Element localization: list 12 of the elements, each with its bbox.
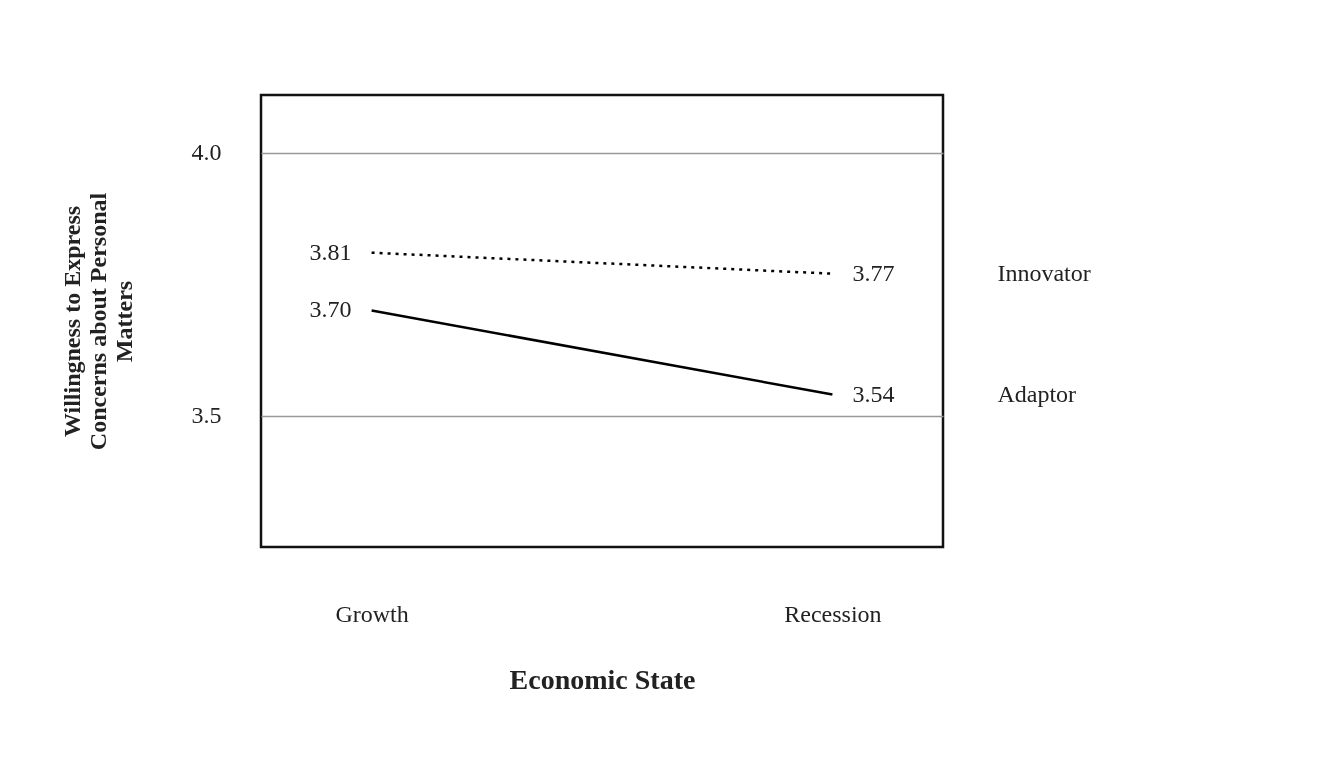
text: Innovator [997, 259, 1091, 286]
y-tick-label: 3.5 [191, 402, 222, 429]
text: 3.70 [309, 296, 352, 323]
text: 3.54 [852, 380, 895, 407]
x-tick-label: Growth [335, 600, 409, 627]
y-tick-label: 4.0 [191, 139, 222, 166]
x-axis-title: Economic State [509, 663, 696, 695]
y-axis-title: Willingness to Express Concerns about Personal Matters [58, 192, 137, 451]
text: 3.81 [309, 238, 352, 265]
x-tick-label: Recession [784, 600, 882, 627]
text: Adaptor [997, 380, 1077, 407]
text: 3.77 [852, 259, 895, 286]
